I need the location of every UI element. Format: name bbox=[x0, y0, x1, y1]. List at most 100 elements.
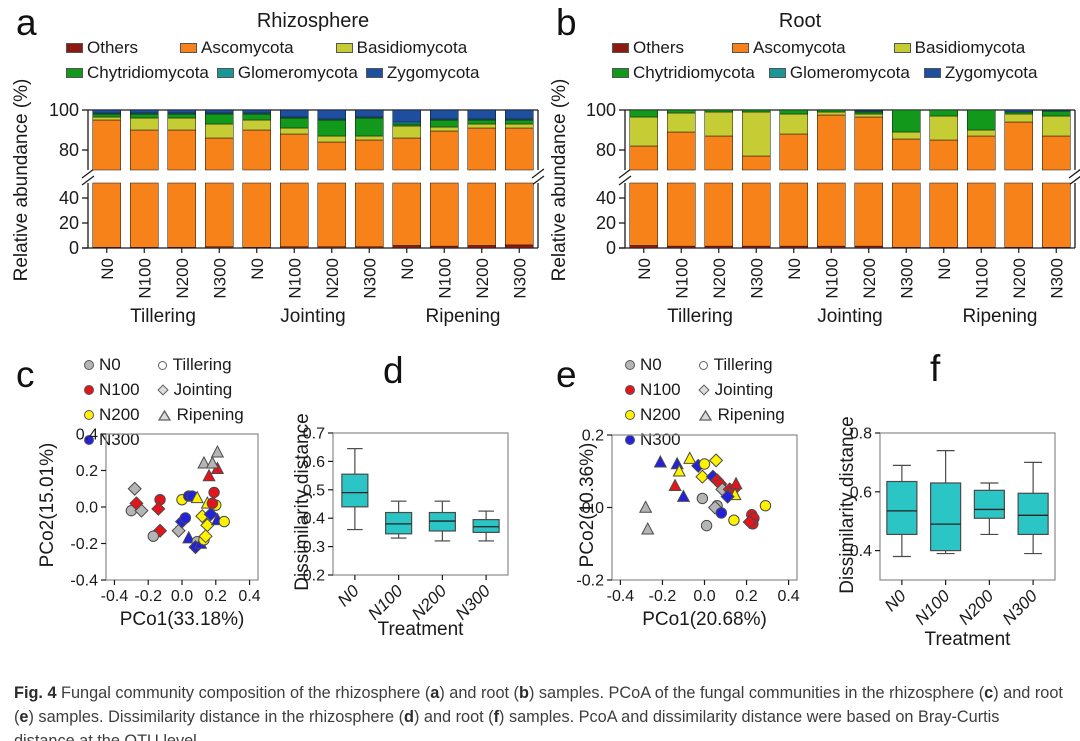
bars bbox=[629, 109, 1071, 249]
svg-text:N0: N0 bbox=[635, 258, 654, 280]
svg-text:N200: N200 bbox=[860, 258, 879, 299]
svg-text:N0: N0 bbox=[98, 258, 117, 280]
circle-icon bbox=[157, 360, 167, 370]
panel-b-title: Root bbox=[778, 10, 822, 32]
legend-label-n300: N300 bbox=[99, 430, 140, 449]
legend-item-n200: N200 bbox=[84, 404, 140, 426]
panel-c-label: c bbox=[16, 354, 35, 395]
panel-a-bar-chart: 100 80 40 20 0 N0 N100 N200 N300 N0 N100 N200 N300 N0… bbox=[49, 100, 545, 327]
axes: -0.4 -0.2 0.0 0.2 0.4 0.4 0.2 0.0 -0.2 -0.4 PCo1(3… bbox=[70, 427, 260, 631]
svg-text:0: 0 bbox=[69, 238, 79, 258]
svg-text:N100: N100 bbox=[285, 258, 304, 299]
svg-text:N0: N0 bbox=[248, 258, 267, 280]
legend-item-others: Others bbox=[612, 38, 684, 58]
legend-label-basidiomycota: Basidiomycota bbox=[914, 38, 1026, 57]
svg-text:0.6: 0.6 bbox=[303, 454, 325, 471]
legend-item-ripening: Ripening bbox=[698, 404, 785, 426]
legend-item-glomeromycota: Glomeromycota bbox=[216, 63, 358, 83]
svg-text:N0: N0 bbox=[881, 586, 910, 615]
svg-text:N200: N200 bbox=[1010, 258, 1029, 299]
legend-item-n300: N300 bbox=[84, 429, 140, 451]
svg-text:Ripening: Ripening bbox=[426, 306, 501, 327]
taxa-legend-a: Others Ascomycota Basidiomycota Chytridi… bbox=[66, 38, 479, 83]
legend-label-others: Others bbox=[633, 38, 685, 57]
svg-text:Treatment: Treatment bbox=[378, 619, 465, 640]
legend-item-jointing: Jointing bbox=[156, 379, 244, 401]
svg-text:0.8: 0.8 bbox=[850, 426, 872, 443]
svg-text:N200: N200 bbox=[710, 258, 729, 299]
svg-text:N100: N100 bbox=[822, 258, 841, 299]
n200-dot-icon bbox=[84, 410, 94, 420]
svg-text:20: 20 bbox=[59, 213, 79, 233]
panel-c-scatter-chart: -0.4 -0.2 0.0 0.2 0.4 0.4 0.2 0.0 -0.2 -0.4 PCo1(3… bbox=[70, 427, 260, 631]
legend-label-n0: N0 bbox=[99, 355, 121, 374]
n100-dot-icon bbox=[625, 385, 635, 395]
svg-text:-0.2: -0.2 bbox=[576, 573, 604, 590]
swatch-chytridiomycota-icon bbox=[66, 68, 83, 78]
swatch-others-icon bbox=[612, 43, 629, 53]
svg-text:N0: N0 bbox=[398, 258, 417, 280]
legend-label-n100: N100 bbox=[99, 380, 140, 399]
svg-text:0.0: 0.0 bbox=[76, 500, 98, 517]
panel-a-label: a bbox=[16, 2, 37, 43]
panel-d-box-chart: 0.7 0.6 0.5 0.4 0.3 0.2 N0 N100 N200 N300Treatmen… bbox=[303, 426, 509, 640]
svg-text:0.7: 0.7 bbox=[303, 426, 325, 443]
swatch-ascomycota-icon bbox=[732, 43, 750, 53]
panel-d-label: d bbox=[383, 350, 404, 391]
svg-text:Tillering: Tillering bbox=[667, 306, 733, 327]
n0-dot-icon bbox=[84, 360, 94, 370]
stage-legend: Tillering Jointing Ripening bbox=[697, 354, 785, 426]
svg-text:N200: N200 bbox=[323, 258, 342, 299]
svg-text:0.4: 0.4 bbox=[303, 511, 325, 528]
legend-label-n0: N0 bbox=[640, 355, 662, 374]
legend-label-n200: N200 bbox=[640, 405, 681, 424]
svg-text:40: 40 bbox=[59, 188, 79, 208]
taxa-legend-a-row1: Others Ascomycota Basidiomycota bbox=[66, 38, 479, 58]
taxa-legend-b-row2: Chytridiomycota Glomeromycota Zygomycota bbox=[612, 63, 1037, 83]
boxes bbox=[341, 448, 500, 542]
legend-item-basidiomycota: Basidiomycota bbox=[335, 38, 467, 58]
svg-text:100: 100 bbox=[586, 100, 616, 120]
svg-text:N300: N300 bbox=[210, 258, 229, 299]
legend-item-ascomycota: Ascomycota bbox=[732, 38, 846, 58]
panel-b-bar-chart: 100 80 40 20 0 N0 N100 N200 N300 N0 N100 N200 N300 N0… bbox=[586, 100, 1080, 327]
swatch-zygomycota-icon bbox=[365, 68, 383, 78]
legend-label-jointing: Jointing bbox=[173, 380, 233, 399]
legend-label-ripening: Ripening bbox=[717, 405, 785, 424]
legend-item-chytridiomycota: Chytridiomycota bbox=[66, 63, 209, 83]
svg-text:N100: N100 bbox=[972, 258, 991, 299]
legend-item-basidiomycota: Basidiomycota bbox=[893, 38, 1026, 58]
legend-label-chytridiomycota: Chytridiomycota bbox=[633, 63, 755, 82]
legend-item-ascomycota: Ascomycota bbox=[180, 38, 294, 58]
svg-text:0.6: 0.6 bbox=[850, 484, 872, 501]
svg-text:0.4: 0.4 bbox=[76, 427, 98, 444]
legend-item-n0: N0 bbox=[84, 354, 140, 376]
swatch-glomeromycota-icon bbox=[768, 68, 786, 78]
legend-label-others: Others bbox=[87, 38, 139, 57]
legend-label-ascomycota: Ascomycota bbox=[201, 38, 294, 57]
legend-label-n200: N200 bbox=[99, 405, 140, 424]
svg-text:80: 80 bbox=[59, 140, 79, 160]
svg-text:N300: N300 bbox=[1047, 258, 1066, 299]
swatch-chytridiomycota-icon bbox=[612, 68, 629, 78]
svg-text:N100: N100 bbox=[435, 258, 454, 299]
svg-text:Tillering: Tillering bbox=[130, 306, 196, 327]
swatch-ascomycota-icon bbox=[180, 43, 198, 53]
swatch-glomeromycota-icon bbox=[216, 68, 234, 78]
svg-text:N300: N300 bbox=[452, 581, 495, 624]
svg-text:0.2: 0.2 bbox=[205, 588, 227, 605]
svg-text:N300: N300 bbox=[510, 258, 529, 299]
taxa-legend-b: Others Ascomycota Basidiomycota Chytridi… bbox=[612, 38, 1037, 83]
legend-item-ripening: Ripening bbox=[157, 404, 244, 426]
svg-text:N200: N200 bbox=[408, 581, 451, 624]
svg-text:N0: N0 bbox=[785, 258, 804, 280]
triangle-icon bbox=[157, 409, 171, 421]
legend-item-glomeromycota: Glomeromycota bbox=[768, 63, 910, 83]
taxa-legend-a-row2: Chytridiomycota Glomeromycota Zygomycota bbox=[66, 63, 479, 83]
svg-text:N100: N100 bbox=[364, 581, 407, 624]
legend-item-jointing: Jointing bbox=[697, 379, 785, 401]
swatch-others-icon bbox=[66, 43, 83, 53]
legend-label-zygomycota: Zygomycota bbox=[944, 63, 1038, 82]
